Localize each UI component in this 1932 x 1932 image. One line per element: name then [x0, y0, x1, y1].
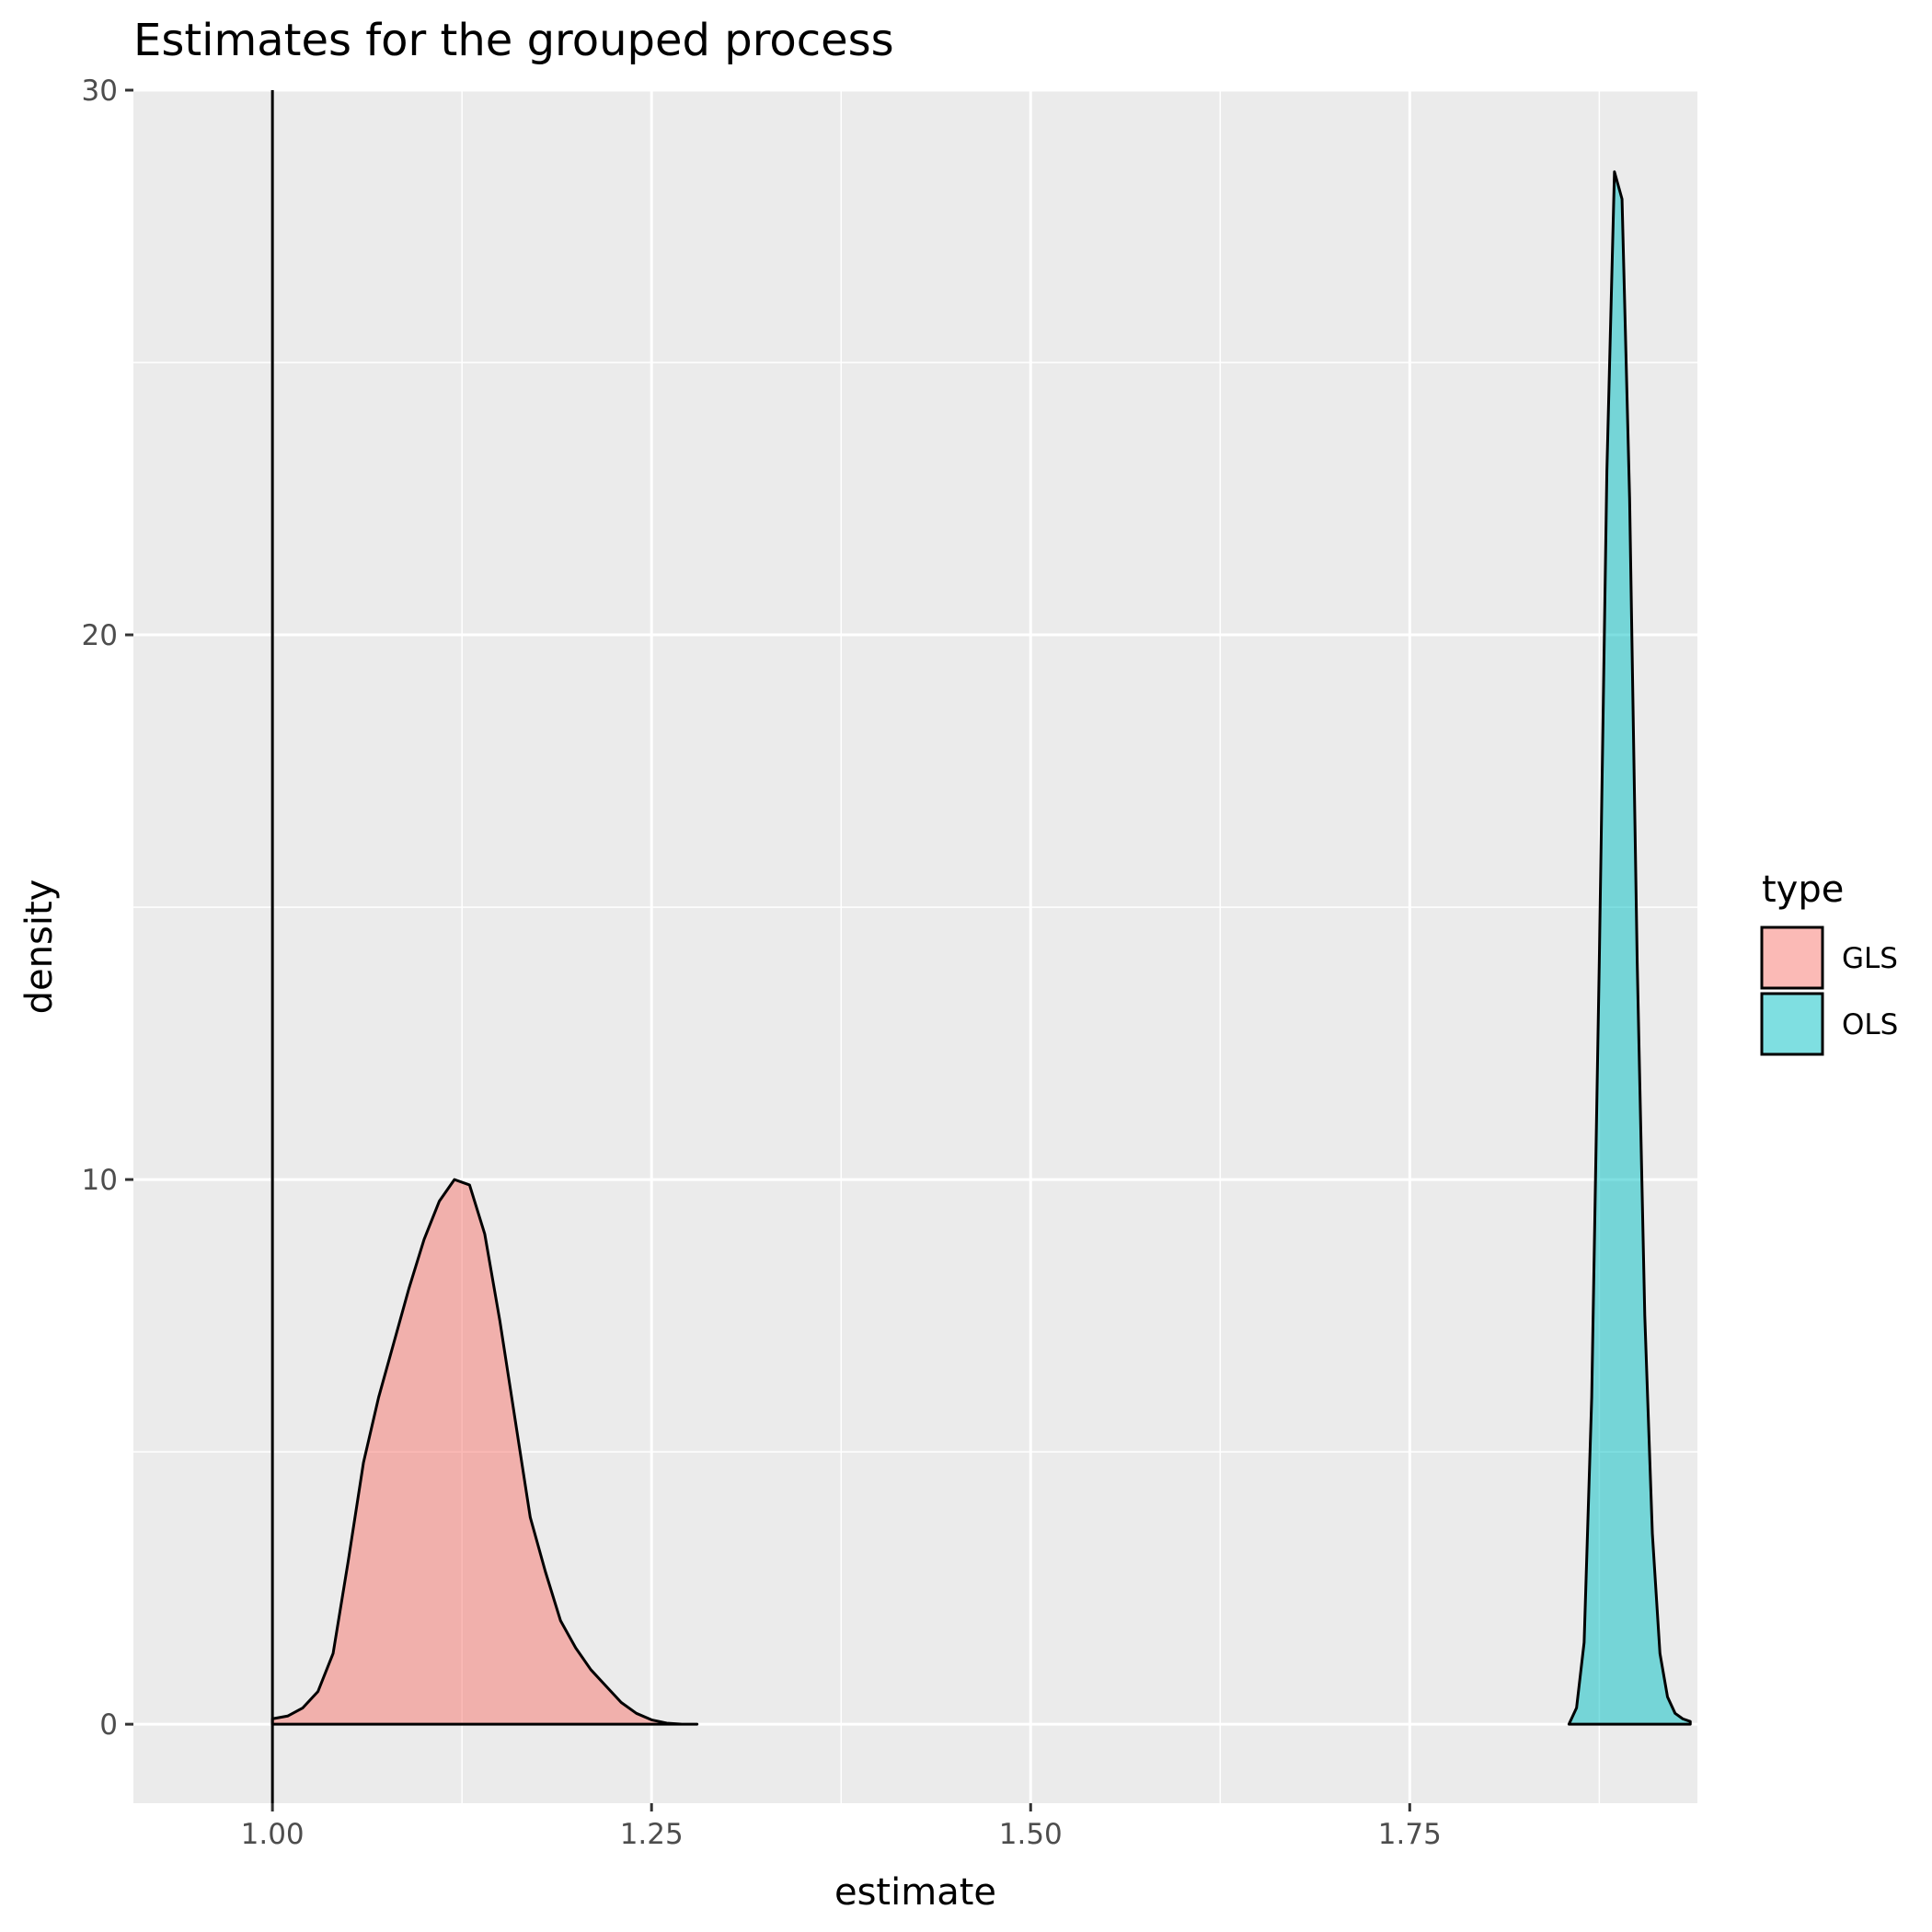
y-tick-label-1: 10 [82, 1164, 118, 1197]
legend-label-gls: GLS [1842, 942, 1898, 975]
density-outline-ols [1567, 170, 1692, 1726]
y-axis: 0 10 20 30 [82, 75, 133, 1742]
x-tick-label-0: 1.00 [241, 1818, 305, 1851]
density-area-ols [1569, 171, 1691, 1725]
density-outline-gls [270, 1178, 699, 1726]
density-area-gls [272, 1179, 697, 1725]
legend-title: type [1762, 868, 1844, 911]
legend-label-ols: OLS [1842, 1008, 1898, 1041]
x-axis: 1.00 1.25 1.50 1.75 [241, 1803, 1442, 1851]
chart-title: Estimates for the grouped process [133, 15, 894, 66]
legend-key-gls [1760, 926, 1824, 990]
x-tick-label-2: 1.50 [999, 1818, 1063, 1851]
legend: type GLS OLS [1760, 868, 1898, 1056]
y-tick-label-0: 0 [99, 1708, 118, 1742]
density-areas [270, 170, 1692, 1726]
grid-minor [133, 90, 1697, 1803]
x-tick-label-1: 1.25 [620, 1818, 684, 1851]
legend-key-ols [1760, 992, 1824, 1056]
y-tick-label-2: 20 [82, 619, 118, 652]
y-axis-title: density [18, 880, 61, 1015]
x-tick-label-3: 1.75 [1378, 1818, 1442, 1851]
y-tick-label-3: 30 [82, 75, 118, 108]
x-axis-title: estimate [834, 1871, 996, 1914]
